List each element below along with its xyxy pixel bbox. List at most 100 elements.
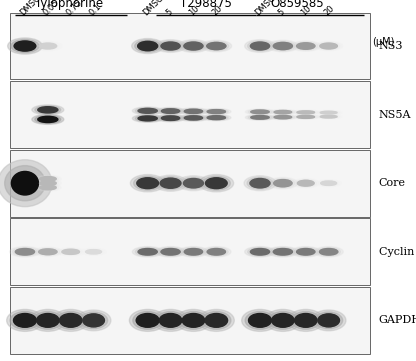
Ellipse shape bbox=[15, 248, 35, 255]
Ellipse shape bbox=[138, 41, 158, 51]
Ellipse shape bbox=[12, 171, 39, 195]
Text: 0.05: 0.05 bbox=[42, 0, 61, 17]
Ellipse shape bbox=[320, 111, 337, 114]
Ellipse shape bbox=[161, 42, 180, 50]
Ellipse shape bbox=[181, 41, 206, 51]
Text: 10: 10 bbox=[300, 4, 313, 17]
Ellipse shape bbox=[37, 184, 59, 191]
Ellipse shape bbox=[39, 43, 57, 49]
Ellipse shape bbox=[158, 108, 183, 114]
Ellipse shape bbox=[292, 114, 320, 119]
Ellipse shape bbox=[268, 178, 297, 189]
Ellipse shape bbox=[297, 111, 314, 114]
Ellipse shape bbox=[38, 116, 58, 122]
Ellipse shape bbox=[40, 177, 56, 181]
Ellipse shape bbox=[207, 248, 225, 255]
Ellipse shape bbox=[136, 313, 159, 327]
Ellipse shape bbox=[315, 114, 342, 119]
Ellipse shape bbox=[314, 247, 343, 257]
Ellipse shape bbox=[274, 110, 292, 114]
Ellipse shape bbox=[32, 105, 64, 115]
Ellipse shape bbox=[160, 178, 181, 188]
Ellipse shape bbox=[138, 108, 157, 113]
Text: T298875: T298875 bbox=[180, 0, 232, 10]
Ellipse shape bbox=[37, 176, 59, 182]
Ellipse shape bbox=[314, 312, 343, 329]
Ellipse shape bbox=[40, 181, 56, 186]
Ellipse shape bbox=[86, 250, 102, 254]
Ellipse shape bbox=[202, 312, 231, 329]
Ellipse shape bbox=[33, 247, 62, 256]
Ellipse shape bbox=[316, 180, 341, 187]
Ellipse shape bbox=[319, 248, 338, 255]
Ellipse shape bbox=[295, 110, 317, 114]
Ellipse shape bbox=[156, 312, 185, 329]
Text: 0.75: 0.75 bbox=[64, 0, 84, 17]
Ellipse shape bbox=[182, 313, 205, 327]
Ellipse shape bbox=[179, 247, 208, 257]
Ellipse shape bbox=[40, 177, 56, 181]
Ellipse shape bbox=[155, 40, 186, 52]
Text: NS5A: NS5A bbox=[379, 110, 411, 119]
FancyBboxPatch shape bbox=[10, 13, 370, 79]
Ellipse shape bbox=[129, 309, 166, 331]
Ellipse shape bbox=[318, 314, 339, 327]
Ellipse shape bbox=[204, 109, 228, 114]
Ellipse shape bbox=[38, 107, 58, 113]
Ellipse shape bbox=[245, 109, 275, 115]
Ellipse shape bbox=[83, 314, 104, 327]
Ellipse shape bbox=[79, 312, 108, 329]
Ellipse shape bbox=[132, 247, 163, 257]
Ellipse shape bbox=[40, 185, 56, 190]
Ellipse shape bbox=[270, 248, 295, 256]
Ellipse shape bbox=[135, 108, 160, 114]
Ellipse shape bbox=[184, 248, 203, 255]
Ellipse shape bbox=[159, 313, 182, 327]
Ellipse shape bbox=[38, 107, 58, 113]
Ellipse shape bbox=[35, 175, 61, 183]
Ellipse shape bbox=[155, 247, 186, 257]
Text: DMSO: DMSO bbox=[254, 0, 278, 17]
Ellipse shape bbox=[15, 248, 35, 255]
Ellipse shape bbox=[207, 110, 225, 113]
Ellipse shape bbox=[251, 116, 269, 119]
Ellipse shape bbox=[37, 180, 59, 186]
Ellipse shape bbox=[248, 248, 272, 256]
Ellipse shape bbox=[273, 42, 292, 49]
Ellipse shape bbox=[318, 180, 339, 186]
Ellipse shape bbox=[321, 181, 337, 186]
Ellipse shape bbox=[207, 248, 225, 255]
Ellipse shape bbox=[35, 184, 61, 191]
Ellipse shape bbox=[247, 177, 273, 189]
Ellipse shape bbox=[272, 115, 294, 119]
Ellipse shape bbox=[7, 309, 43, 331]
Ellipse shape bbox=[207, 110, 225, 113]
Ellipse shape bbox=[181, 177, 206, 189]
Ellipse shape bbox=[207, 42, 226, 49]
Ellipse shape bbox=[176, 309, 211, 331]
Ellipse shape bbox=[318, 314, 339, 327]
Ellipse shape bbox=[39, 249, 57, 255]
Text: 5: 5 bbox=[277, 7, 287, 17]
Ellipse shape bbox=[135, 40, 161, 52]
Ellipse shape bbox=[297, 180, 314, 186]
Ellipse shape bbox=[161, 248, 180, 255]
Ellipse shape bbox=[268, 312, 297, 329]
Ellipse shape bbox=[248, 109, 272, 114]
Ellipse shape bbox=[294, 42, 318, 50]
Ellipse shape bbox=[181, 248, 206, 256]
Ellipse shape bbox=[244, 176, 276, 191]
Ellipse shape bbox=[59, 313, 82, 327]
Ellipse shape bbox=[161, 109, 180, 113]
Ellipse shape bbox=[135, 248, 160, 256]
Ellipse shape bbox=[35, 116, 61, 123]
Ellipse shape bbox=[7, 38, 42, 54]
Ellipse shape bbox=[267, 247, 298, 257]
Ellipse shape bbox=[5, 166, 45, 201]
Ellipse shape bbox=[59, 313, 82, 327]
Text: 0.1: 0.1 bbox=[87, 2, 103, 17]
Ellipse shape bbox=[207, 116, 225, 119]
Ellipse shape bbox=[184, 116, 203, 120]
Ellipse shape bbox=[267, 40, 298, 52]
Ellipse shape bbox=[265, 309, 301, 331]
